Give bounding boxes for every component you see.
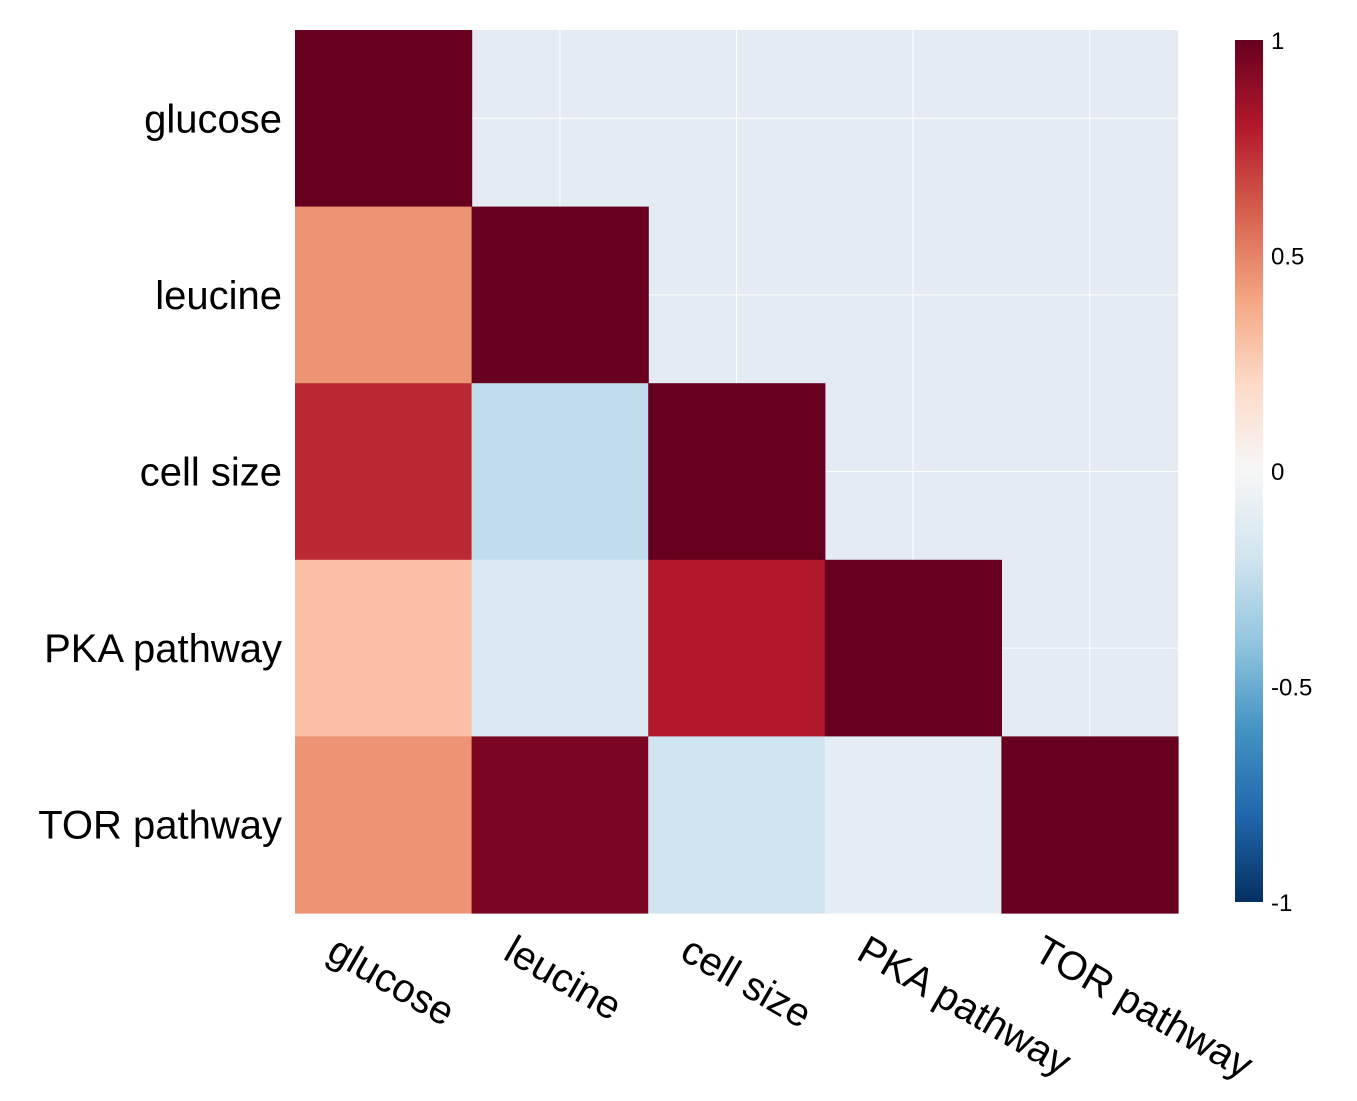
y-axis-labels: glucose leucine cell size PKA pathway TOR pa… [38, 97, 282, 847]
colorbar: 1 0.5 0 -0.5 -1 [1235, 28, 1312, 917]
heatmap-cell-tor-pathway-pka-pathway [824, 736, 1002, 914]
heatmap-cell-cell-size-leucine [471, 383, 649, 561]
colorbar-tick-label: 0.5 [1271, 244, 1304, 271]
heatmap-cell-cell-size-cell-size [648, 383, 826, 561]
colorbar-ticks: 1 0.5 0 -0.5 -1 [1271, 28, 1312, 917]
heatmap-cell-leucine-glucose [295, 206, 473, 384]
heatmap-cell-pka-pathway-glucose [295, 559, 473, 737]
heatmap-cell-leucine-leucine [471, 206, 649, 384]
heatmap-cell-pka-pathway-pka-pathway [824, 559, 1002, 737]
colorbar-tick-label: 1 [1271, 28, 1284, 55]
heatmap-cells [295, 30, 1179, 914]
y-tick-label: leucine [155, 274, 282, 318]
colorbar-tick-label: 0 [1271, 459, 1284, 486]
heatmap-cell-pka-pathway-cell-size [648, 559, 826, 737]
x-tick-label: cell size [674, 928, 819, 1037]
colorbar-tick-label: -1 [1271, 890, 1292, 917]
x-tick-label: glucose [321, 928, 462, 1035]
colorbar-gradient [1235, 40, 1263, 902]
heatmap-cell-tor-pathway-glucose [295, 736, 473, 914]
heatmap-cell-tor-pathway-tor-pathway [1001, 736, 1179, 914]
y-tick-label: glucose [144, 97, 282, 141]
heatmap-cell-cell-size-glucose [295, 383, 473, 561]
heatmap-cell-tor-pathway-leucine [471, 736, 649, 914]
y-tick-label: PKA pathway [44, 627, 282, 671]
heatmap-cell-pka-pathway-leucine [471, 559, 649, 737]
heatmap-cell-glucose-glucose [295, 30, 473, 208]
x-tick-label: leucine [497, 928, 629, 1029]
heatmap-cell-tor-pathway-cell-size [648, 736, 826, 914]
y-tick-label: TOR pathway [38, 804, 282, 848]
y-tick-label: cell size [140, 451, 282, 495]
colorbar-tick-label: -0.5 [1271, 675, 1312, 702]
